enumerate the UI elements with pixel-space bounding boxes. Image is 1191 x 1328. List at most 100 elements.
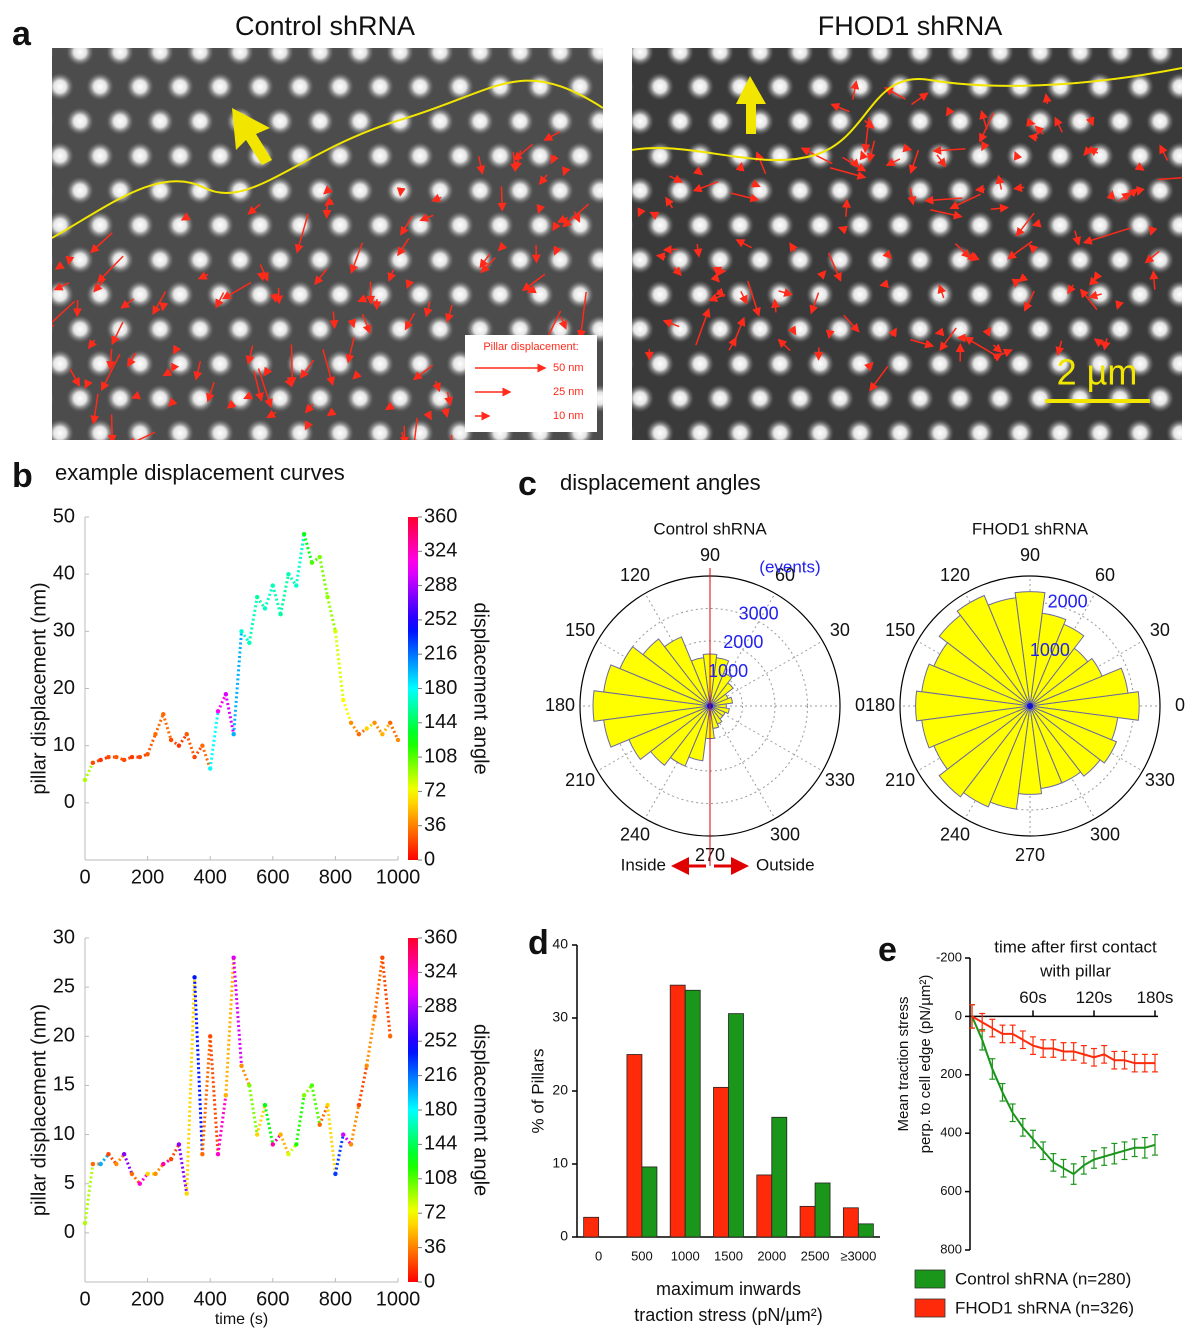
- displacement-arrow: [287, 344, 297, 387]
- displacement-arrow: [1082, 227, 1131, 245]
- displacement-arrow: [1028, 133, 1038, 142]
- theta-tick-label: 0: [855, 695, 865, 715]
- curve-segment: [326, 596, 337, 632]
- displacement-arrow: [715, 287, 725, 298]
- displacement-arrow: [1072, 230, 1082, 247]
- data-point: [153, 1171, 158, 1177]
- displacement-arrow: [817, 270, 827, 280]
- chart-title: time after first contact: [994, 937, 1157, 956]
- y-tick-label: 40: [552, 936, 568, 952]
- displacement-arrow: [84, 378, 93, 390]
- legend-swatch: [914, 1269, 946, 1289]
- displacement-arrow: [735, 239, 753, 249]
- curve-segment: [318, 556, 330, 598]
- displacement-arrow: [405, 279, 415, 290]
- displacement-arrow: [1088, 290, 1102, 300]
- y-tick-label: 20: [53, 677, 75, 699]
- displacement-arrow: [432, 380, 441, 393]
- displacement-arrow: [695, 307, 711, 346]
- displacement-arrow: [513, 143, 533, 161]
- curve-segment: [208, 1036, 220, 1155]
- displacement-arrow: [770, 298, 780, 313]
- cell-edge: [52, 79, 603, 239]
- polar-bar: [1014, 591, 1046, 707]
- polar-bar: [956, 594, 1031, 707]
- displacement-arrow: [1134, 162, 1145, 171]
- displacement-arrow: [266, 409, 277, 419]
- direction-arrow: [232, 108, 272, 165]
- displacement-arrow: [924, 195, 963, 205]
- displacement-arrow: [65, 255, 75, 266]
- y-tick-label: 0: [64, 1221, 75, 1243]
- y-tick-label: 30: [552, 1009, 568, 1025]
- theta-tick-label: 210: [885, 770, 915, 790]
- data-point: [129, 1171, 135, 1177]
- curve-segment: [388, 722, 400, 741]
- theta-tick-label: 0: [1175, 695, 1185, 715]
- bar: [771, 1116, 788, 1238]
- displacement-arrow: [1149, 270, 1159, 290]
- micrograph: [632, 48, 1182, 440]
- polar-bar: [1029, 705, 1118, 764]
- curve-segment: [263, 1104, 275, 1145]
- x-tick-label: 600: [256, 1288, 289, 1310]
- displacement-arrow: [93, 280, 105, 293]
- displacement-arrow: [830, 103, 850, 113]
- data-point: [301, 531, 307, 537]
- colorbar-label: displacement angle: [470, 602, 492, 774]
- x-tick-label: 1000: [376, 866, 421, 888]
- legend-label: Control shRNA (n=280): [955, 1269, 1131, 1288]
- data-point: [161, 712, 166, 717]
- r-tick-label: 1000: [1030, 640, 1070, 660]
- bar: [799, 1205, 816, 1238]
- displacement-arrow: [885, 157, 901, 167]
- displacement-arrow: [571, 211, 581, 223]
- y-tick-label: 800: [940, 1241, 962, 1256]
- legend-label: FHOD1 shRNA (n=326): [955, 1298, 1134, 1317]
- curve-segment: [380, 957, 392, 1037]
- displacement-arrow: [304, 403, 315, 414]
- colorbar-tick-label: 360: [424, 505, 457, 527]
- theta-tick-label: 30: [830, 620, 850, 640]
- displacement-arrow: [1024, 290, 1035, 312]
- displacement-arrow: [159, 302, 169, 312]
- colorbar-tick-label: 216: [424, 1064, 457, 1086]
- data-point: [129, 754, 135, 760]
- displacement-arrow: [730, 192, 760, 203]
- x-tick-label: 1500: [714, 1248, 743, 1263]
- displacement-arrow: [1148, 225, 1158, 236]
- displacement-arrow: [825, 329, 835, 340]
- displacement-arrow: [120, 298, 135, 309]
- y-tick-label: 10: [53, 1123, 75, 1145]
- displacement-arrow: [263, 366, 273, 377]
- curve-segment: [224, 957, 236, 1096]
- displacement-arrow: [197, 271, 209, 280]
- data-point: [364, 726, 369, 731]
- colorbar-tick-label: 288: [424, 574, 457, 596]
- legend-label: 50 nm: [553, 362, 584, 374]
- displacement-arrow: [127, 352, 137, 368]
- polar-bar: [1029, 657, 1103, 707]
- curve-segment: [169, 1143, 181, 1160]
- curve-segment: [200, 745, 212, 770]
- displacement-arrow: [777, 338, 791, 352]
- r-tick-label: 2000: [723, 632, 763, 652]
- data-point: [192, 754, 197, 760]
- data-point: [121, 757, 127, 763]
- y-tick-label: -200: [936, 949, 962, 964]
- displacement-arrow: [413, 417, 418, 440]
- series-line: [971, 1015, 1155, 1065]
- displacement-arrow: [299, 359, 315, 379]
- displacement-arrow: [357, 294, 368, 303]
- displacement-arrow: [1085, 116, 1095, 127]
- data-point: [153, 732, 158, 737]
- colorbar-label: displacement angle: [470, 1024, 492, 1196]
- curve-segment: [240, 1065, 251, 1086]
- y-tick-label: 200: [940, 1066, 962, 1081]
- y-axis-label: pillar displacement (nm): [28, 1004, 50, 1216]
- x-tick-label: 60s: [1019, 988, 1046, 1007]
- curve-segment: [357, 1065, 369, 1106]
- x-tick-label: 0: [79, 866, 90, 888]
- displacement-arrow: [479, 253, 491, 269]
